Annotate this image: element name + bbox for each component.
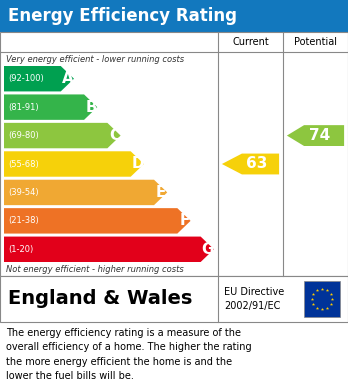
Text: F: F — [180, 213, 190, 228]
Text: 63: 63 — [246, 156, 267, 172]
Text: C: C — [109, 128, 120, 143]
Text: (55-68): (55-68) — [8, 160, 39, 169]
Text: England & Wales: England & Wales — [8, 289, 192, 308]
Polygon shape — [287, 125, 344, 146]
Bar — [0, 0, 348, 32]
Bar — [0, 276, 348, 322]
Text: Very energy efficient - lower running costs: Very energy efficient - lower running co… — [6, 54, 184, 63]
Text: Current: Current — [232, 37, 269, 47]
Text: (81-91): (81-91) — [8, 103, 39, 112]
Polygon shape — [222, 154, 279, 174]
Text: E: E — [156, 185, 166, 200]
Text: (69-80): (69-80) — [8, 131, 39, 140]
Text: (39-54): (39-54) — [8, 188, 39, 197]
Text: (92-100): (92-100) — [8, 74, 44, 83]
Polygon shape — [4, 123, 121, 148]
Text: Potential: Potential — [294, 37, 337, 47]
Bar — [304, 281, 340, 317]
Polygon shape — [4, 95, 97, 120]
Polygon shape — [4, 237, 214, 262]
Text: The energy efficiency rating is a measure of the
overall efficiency of a home. T: The energy efficiency rating is a measur… — [6, 328, 252, 381]
Polygon shape — [4, 180, 167, 205]
Bar — [0, 32, 348, 276]
Polygon shape — [4, 151, 144, 177]
Text: Energy Efficiency Rating: Energy Efficiency Rating — [8, 7, 237, 25]
Text: EU Directive
2002/91/EC: EU Directive 2002/91/EC — [224, 287, 284, 310]
Text: (1-20): (1-20) — [8, 245, 33, 254]
Text: A: A — [62, 71, 74, 86]
Polygon shape — [4, 208, 191, 233]
Text: G: G — [202, 242, 214, 257]
Text: (21-38): (21-38) — [8, 216, 39, 225]
Text: D: D — [132, 156, 144, 172]
Text: Not energy efficient - higher running costs: Not energy efficient - higher running co… — [6, 264, 184, 273]
Text: 74: 74 — [309, 128, 331, 143]
Polygon shape — [4, 66, 74, 91]
Text: B: B — [86, 100, 97, 115]
